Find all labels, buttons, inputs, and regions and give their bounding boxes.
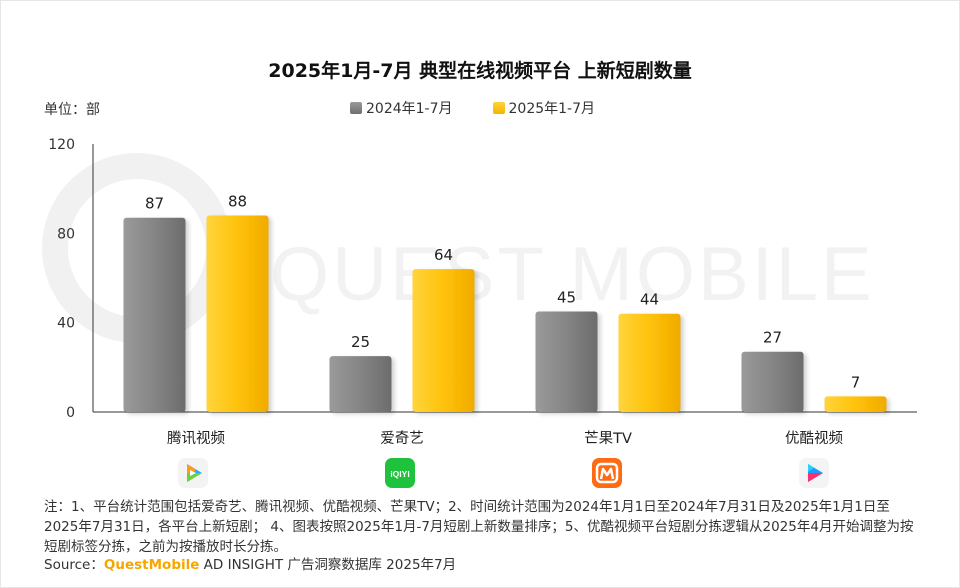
bar-2024 xyxy=(329,356,392,412)
footnote: 注：1、平台统计范围包括爱奇艺、腾讯视频、优酷视频、芒果TV；2、时间统计范围为… xyxy=(44,499,914,555)
y-tick-label: 0 xyxy=(66,405,75,421)
chart-title: 2025年1月-7月 典型在线视频平台 上新短剧数量 xyxy=(268,60,692,82)
bar-2024 xyxy=(741,351,804,412)
data-label: 64 xyxy=(434,246,453,264)
bar-2024 xyxy=(535,311,598,412)
data-label: 25 xyxy=(351,333,370,351)
source-brand: QuestMobile xyxy=(103,557,200,573)
data-label: 45 xyxy=(557,289,576,307)
x-category-label: 爱奇艺 xyxy=(380,430,424,447)
legend-swatch-2025 xyxy=(492,102,505,114)
bar-2025 xyxy=(206,215,269,412)
legend-label-2025: 2025年1-7月 xyxy=(508,101,596,117)
bar-2024 xyxy=(123,217,186,412)
bar-chart: QUEST MOBILE 0 40 80 120 87 88 腾讯视频 25 64 爱奇艺 45 44… xyxy=(42,137,917,447)
data-label: 87 xyxy=(145,195,164,213)
source-text: AD INSIGHT 广告洞察数据库 2025年7月 xyxy=(199,557,457,573)
bar-2025 xyxy=(824,396,887,412)
legend-swatch-2024 xyxy=(350,102,362,114)
legend-item-2024: 2024年1-7月 xyxy=(350,98,453,118)
y-tick-label: 120 xyxy=(48,137,75,153)
data-label: 27 xyxy=(763,329,782,347)
legend-label-2024: 2024年1-7月 xyxy=(366,101,453,117)
data-label: 7 xyxy=(851,373,861,391)
data-label: 44 xyxy=(640,291,659,309)
x-category-label: 腾讯视频 xyxy=(167,430,225,447)
iqiyi-logo: iQIYI xyxy=(385,458,415,488)
bar-2025 xyxy=(618,313,681,412)
bar-2025 xyxy=(412,269,475,412)
legend: 2024年1-7月 2025年1-7月 xyxy=(350,98,595,118)
iqiyi-logo-text: iQIYI xyxy=(390,469,409,479)
data-label: 88 xyxy=(228,192,247,210)
watermark-text: QUEST MOBILE xyxy=(270,232,875,317)
y-tick-label: 80 xyxy=(57,226,75,242)
source-label: Source： xyxy=(44,557,104,573)
youku-logo xyxy=(799,458,829,488)
x-category-label: 优酷视频 xyxy=(785,430,843,447)
x-category-label: 芒果TV xyxy=(584,430,632,447)
mango-tv-logo xyxy=(592,458,622,488)
source-line: Source：QuestMobile AD INSIGHT 广告洞察数据库 20… xyxy=(44,553,456,573)
unit-label: 单位：部 xyxy=(44,102,100,118)
tencent-video-logo xyxy=(178,458,208,488)
y-tick-label: 40 xyxy=(57,316,75,332)
legend-item-2025: 2025年1-7月 xyxy=(492,98,596,118)
